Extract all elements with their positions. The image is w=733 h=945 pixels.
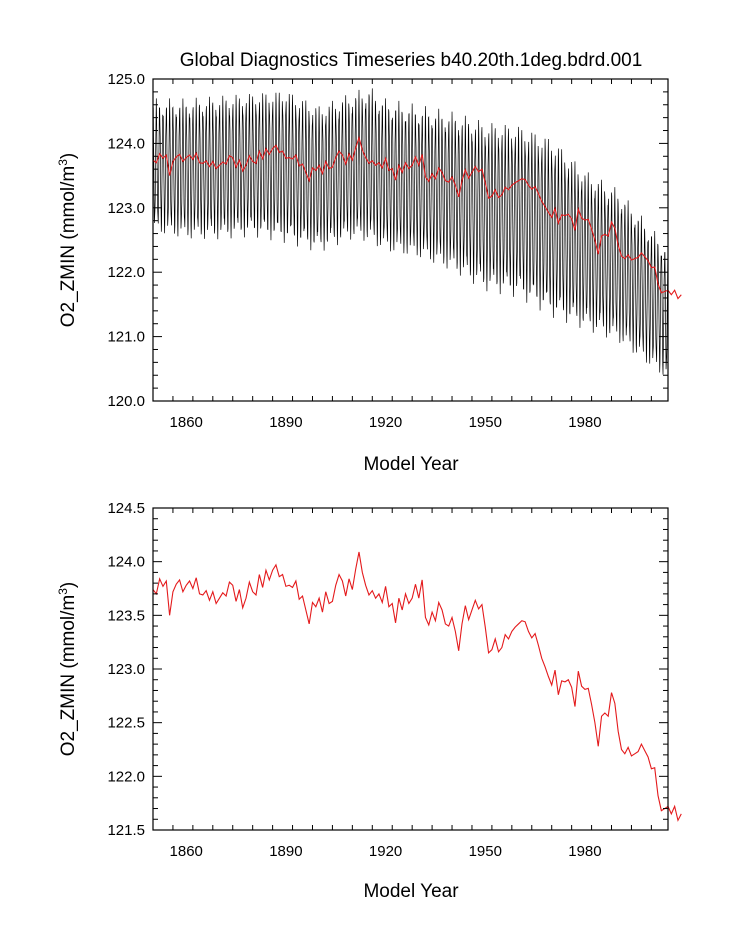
y-tick-label: 123.5 [107,607,145,624]
series-monthly-line [152,88,669,375]
x-tick-label: 1890 [269,843,302,860]
bottom-series-layer [152,551,682,822]
x-tick-label: 1950 [469,843,502,860]
top-y-axis-label: O2_ZMIN (mmol/m3) [56,153,79,328]
x-tick-label: 1950 [469,414,502,431]
top-x-axis-label: Model Year [363,454,459,475]
series-annual-mean-line [152,551,682,822]
y-tick-label: 121.5 [107,822,145,839]
y-tick-label: 125.0 [107,71,145,88]
y-tick-label: 123.0 [107,661,145,678]
y-tick-label: 122.0 [107,264,145,281]
top-series-layer [152,88,682,375]
y-tick-label: 123.0 [107,200,145,217]
bottom-x-axis-label: Model Year [363,881,459,902]
bottom-y-axis-label: O2_ZMIN (mmol/m3) [56,582,79,757]
timeseries-panel-top: Global Diagnostics Timeseries b40.20th.1… [56,50,682,475]
x-tick-label: 1980 [568,843,601,860]
x-tick-label: 1860 [170,414,203,431]
bottom-plot-frame [152,507,669,831]
series-annual-mean-line [152,135,682,300]
y-tick-label: 120.0 [107,393,145,410]
y-tick-label: 122.0 [107,768,145,785]
y-tick-label: 124.5 [107,500,145,517]
y-tick-label: 124.0 [107,554,145,571]
x-tick-label: 1890 [269,414,302,431]
bottom-tick-layer: 1860 1890 1920 1950 1980 121.5 122.0 122.5 123.0… [107,500,668,860]
y-tick-label: 124.0 [107,135,145,152]
x-tick-label: 1920 [369,414,402,431]
timeseries-panel-bottom: 1860 1890 1920 1950 1980 121.5 122.0 122.5 123.0… [56,500,682,902]
y-tick-label: 121.0 [107,329,145,346]
x-tick-label: 1980 [568,414,601,431]
x-tick-label: 1920 [369,843,402,860]
y-tick-label: 122.5 [107,715,145,732]
top-tick-layer: 1860 1890 1920 1950 1980 120.0 121.0 122.0 123.0… [107,71,668,431]
chart-title: Global Diagnostics Timeseries b40.20th.1… [180,50,643,71]
x-tick-label: 1860 [170,843,203,860]
top-plot-frame [152,78,669,402]
